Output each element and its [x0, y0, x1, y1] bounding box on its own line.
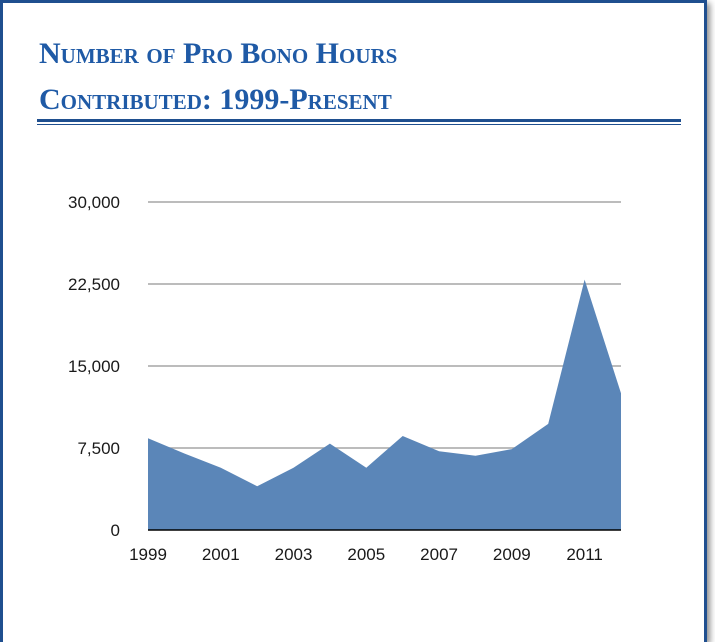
title-rule-thin: [37, 124, 681, 125]
x-tick-label-4: 2007: [420, 545, 458, 564]
title-rule: [37, 119, 681, 122]
y-tick-label-0: 0: [111, 521, 120, 540]
chart-title: Number of Pro Bono Hours Contributed: 19…: [39, 31, 397, 123]
x-tick-label-0: 1999: [129, 545, 167, 564]
x-tick-label-2: 2003: [275, 545, 313, 564]
y-tick-label-2: 15,000: [68, 357, 120, 376]
area-series: [148, 279, 621, 530]
y-tick-label-3: 22,500: [68, 275, 120, 294]
x-tick-label-1: 2001: [202, 545, 240, 564]
x-tick-label-5: 2009: [493, 545, 531, 564]
x-tick-label-6: 2011: [566, 545, 603, 564]
y-tick-label-4: 30,000: [68, 193, 120, 212]
chart-title-line-2: Contributed: 1999-Present: [39, 83, 392, 116]
x-tick-label-3: 2005: [347, 545, 385, 564]
chart-title-line-1: Number of Pro Bono Hours: [39, 37, 398, 70]
y-tick-label-1: 7,500: [77, 439, 120, 458]
